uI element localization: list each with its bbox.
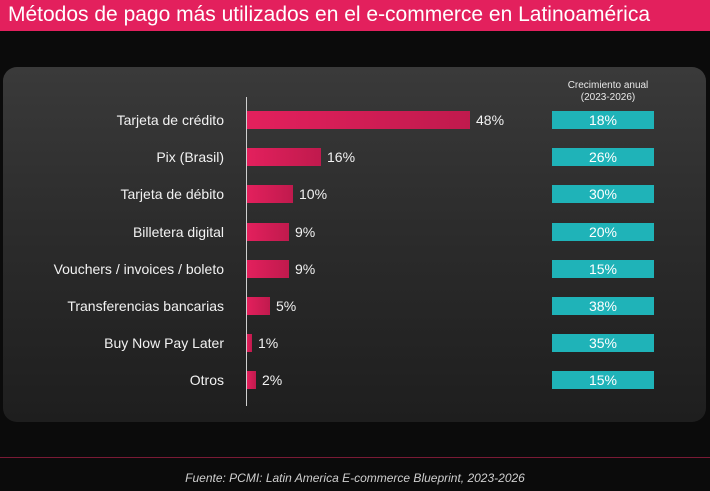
category-label: Tarjeta de débito bbox=[120, 186, 224, 202]
bar-value-label: 48% bbox=[476, 112, 505, 128]
category-label: Tarjeta de crédito bbox=[116, 112, 224, 128]
bar-value-label: 5% bbox=[276, 298, 297, 314]
bar-value-label: 9% bbox=[295, 261, 316, 277]
growth-value-box: 15% bbox=[552, 260, 654, 278]
bar-value-label: 1% bbox=[258, 335, 279, 351]
bar-value-label: 16% bbox=[327, 149, 356, 165]
bar-value-label: 10% bbox=[299, 186, 328, 202]
bar-value-label: 2% bbox=[262, 372, 283, 388]
growth-value-box: 38% bbox=[552, 297, 654, 315]
bar bbox=[247, 223, 289, 241]
bar bbox=[247, 185, 293, 203]
category-label: Vouchers / invoices / boleto bbox=[53, 261, 224, 277]
chart-title: Métodos de pago más utilizados en el e-c… bbox=[8, 3, 651, 26]
y-axis-line bbox=[246, 97, 247, 406]
title-bar: Métodos de pago más utilizados en el e-c… bbox=[0, 0, 710, 31]
growth-value-box: 18% bbox=[552, 111, 654, 129]
category-label: Pix (Brasil) bbox=[156, 149, 224, 165]
bar bbox=[247, 297, 270, 315]
category-label: Billetera digital bbox=[132, 224, 224, 240]
growth-value-box: 20% bbox=[552, 223, 654, 241]
bar bbox=[247, 334, 252, 352]
growth-header-line-1: Crecimiento anual bbox=[567, 80, 649, 91]
growth-value-box: 15% bbox=[552, 371, 654, 389]
category-label: Otros bbox=[189, 372, 224, 388]
growth-value-box: 26% bbox=[552, 148, 654, 166]
growth-header-line-2: (2023-2026) bbox=[580, 92, 636, 103]
growth-header: Crecimiento anual (2023-2026) bbox=[540, 80, 676, 104]
bar-value-label: 9% bbox=[295, 224, 316, 240]
bar bbox=[247, 371, 256, 389]
source-note: Fuente: PCMI: Latin America E-commerce B… bbox=[185, 471, 525, 485]
category-label: Buy Now Pay Later bbox=[104, 335, 224, 351]
bar bbox=[247, 148, 321, 166]
category-label: Transferencias bancarias bbox=[67, 298, 224, 314]
growth-value-box: 35% bbox=[552, 334, 654, 352]
bar bbox=[247, 260, 289, 278]
growth-value-box: 30% bbox=[552, 185, 654, 203]
footer-divider bbox=[0, 457, 710, 458]
bar bbox=[247, 111, 470, 129]
